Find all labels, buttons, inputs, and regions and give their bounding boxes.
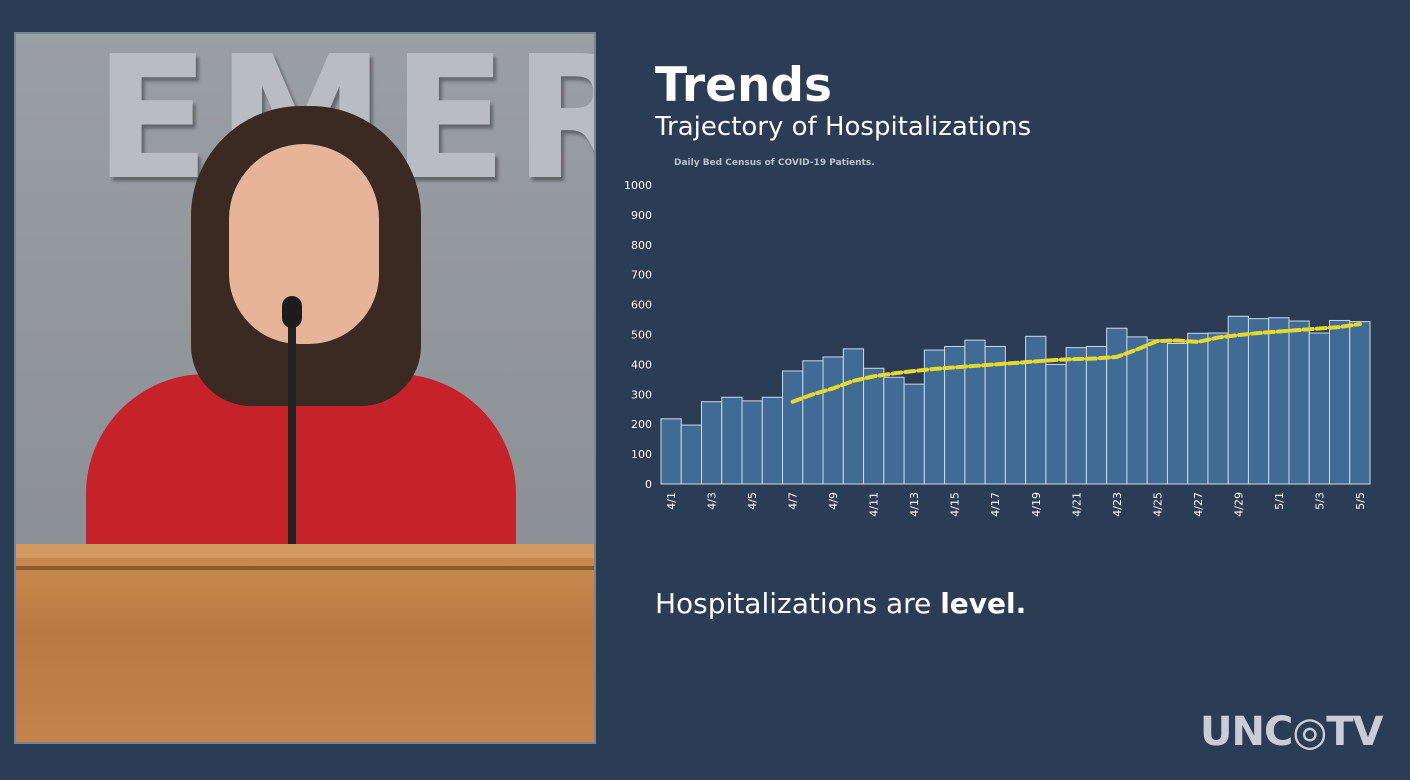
bar-4/28 [1207,332,1229,485]
x-tick-label: 4/1 [665,492,678,510]
podium-edge [16,566,594,570]
x-tick-label: 4/15 [949,492,962,517]
x-tick-label: 4/25 [1151,492,1164,517]
speaker-video-frame: EMERG [14,32,596,744]
y-tick-label: 800 [631,239,652,252]
x-tick-label: 4/3 [706,492,719,510]
unc-tv-logo: UNC◎TV [1200,709,1383,755]
x-tick-label: 5/3 [1313,492,1326,510]
y-tick-label: 700 [631,269,652,282]
bar-4/7 [782,370,804,485]
bar-4/1 [660,418,682,485]
bar-4/18 [1004,362,1027,485]
bar-4/13 [903,383,925,485]
bar-5/5 [1349,321,1371,485]
x-tick-label: 5/5 [1354,492,1367,510]
slide-title: Trends [655,58,833,113]
caption-emphasis: level. [940,587,1027,620]
x-tick-label: 4/7 [787,492,800,510]
x-tick-label: 5/1 [1273,492,1286,510]
bar-4/4 [721,396,743,485]
y-tick-label: 200 [631,418,652,431]
bar-4/30 [1247,318,1270,485]
speaker-face [229,144,379,344]
x-tick-label: 4/13 [908,492,921,517]
bar-4/29 [1227,315,1249,485]
bar-4/8 [802,360,824,485]
y-tick-label: 300 [631,388,652,401]
bar-4/11 [863,367,885,485]
x-tick-label: 4/17 [989,492,1002,517]
bar-4/27 [1187,332,1209,485]
bar-4/25 [1146,339,1168,485]
bar-5/1 [1268,317,1290,485]
bar-4/19 [1025,335,1047,485]
bar-4/21 [1065,347,1087,485]
bar-4/3 [701,401,723,485]
x-tick-label: 4/19 [1030,492,1043,517]
y-tick-label: 1000 [624,179,652,192]
x-tick-label: 4/11 [868,492,881,517]
bar-4/26 [1166,342,1189,485]
x-tick-label: 4/9 [827,492,840,510]
y-tick-label: 900 [631,209,652,222]
bar-4/17 [984,345,1006,485]
y-tick-label: 0 [645,478,652,491]
bar-4/24 [1126,336,1148,485]
bar-5/4 [1328,319,1351,485]
x-tick-label: 4/21 [1070,492,1083,517]
x-tick-label: 4/29 [1232,492,1245,517]
x-tick-label: 4/5 [746,492,759,510]
bar-4/6 [761,396,784,485]
bar-4/16 [964,339,986,485]
bar-4/10 [842,348,865,485]
bar-5/3 [1308,332,1330,485]
microphone-icon [282,296,302,328]
y-tick-label: 600 [631,299,652,312]
hospitalization-chart: 0 100 200 300 400 500 600 700 800 900 1000 4/1 4/3 4/… [624,179,1371,517]
caption-prefix: Hospitalizations are [655,587,941,620]
chart-title: Daily Bed Census of COVID-19 Patients. [674,158,875,168]
trend-line [790,322,1362,404]
bar-4/9 [822,356,844,485]
x-tick-label: 4/23 [1111,492,1124,517]
y-tick-label: 500 [631,329,652,342]
bar-4/5 [741,400,763,485]
slide-caption: Hospitalizations are level. [655,590,1026,618]
y-tick-label: 400 [631,358,652,371]
bar-4/20 [1045,363,1067,485]
podium [16,544,594,742]
slide-subtitle: Trajectory of Hospitalizations [655,112,1032,142]
bar-5/2 [1288,320,1310,485]
bar-4/22 [1085,345,1108,485]
bar-4/12 [883,376,905,485]
x-tick-label: 4/27 [1192,492,1205,517]
y-tick-label: 100 [631,448,652,461]
bar-4/23 [1106,327,1128,485]
microphone-stand [288,302,296,552]
bar-4/2 [680,424,703,485]
